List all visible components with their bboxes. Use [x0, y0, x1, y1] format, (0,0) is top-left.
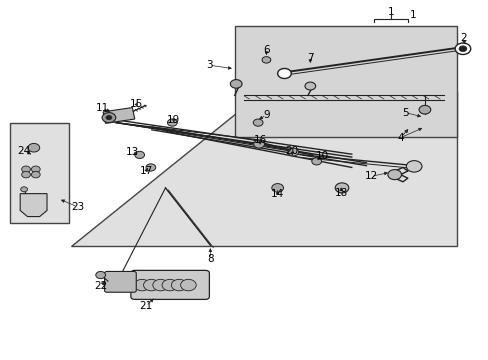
Text: 17: 17	[139, 166, 152, 176]
Circle shape	[21, 166, 30, 172]
Circle shape	[230, 80, 242, 88]
Circle shape	[262, 57, 270, 63]
Circle shape	[96, 271, 105, 279]
Circle shape	[454, 43, 470, 54]
Circle shape	[28, 143, 40, 152]
Circle shape	[387, 170, 401, 180]
Text: 3: 3	[205, 60, 212, 70]
FancyBboxPatch shape	[131, 270, 209, 300]
Text: 11: 11	[95, 103, 108, 113]
Circle shape	[31, 166, 40, 172]
Text: 21: 21	[139, 301, 152, 311]
Circle shape	[20, 187, 27, 192]
Circle shape	[171, 279, 186, 291]
Text: 8: 8	[206, 254, 213, 264]
Circle shape	[135, 151, 144, 158]
Text: 1: 1	[386, 7, 393, 17]
Circle shape	[287, 148, 298, 156]
Polygon shape	[234, 26, 456, 137]
Circle shape	[143, 279, 159, 291]
Circle shape	[305, 82, 315, 90]
Circle shape	[253, 140, 264, 148]
Circle shape	[418, 105, 430, 114]
FancyBboxPatch shape	[10, 123, 69, 223]
Text: 20: 20	[285, 145, 298, 156]
Circle shape	[162, 279, 177, 291]
Text: 15: 15	[129, 99, 142, 109]
Circle shape	[277, 68, 291, 78]
Text: 2: 2	[460, 33, 466, 43]
Text: 22: 22	[94, 281, 107, 291]
Text: 12: 12	[364, 171, 377, 181]
Circle shape	[134, 279, 150, 291]
Polygon shape	[71, 92, 456, 246]
Circle shape	[271, 184, 283, 192]
Text: 1: 1	[408, 10, 415, 20]
Circle shape	[334, 183, 348, 193]
Text: 24: 24	[18, 145, 31, 156]
Circle shape	[458, 46, 466, 51]
Circle shape	[31, 171, 40, 178]
FancyBboxPatch shape	[104, 271, 136, 292]
Text: 10: 10	[315, 150, 328, 161]
Circle shape	[102, 113, 116, 123]
Circle shape	[253, 119, 263, 126]
Polygon shape	[103, 108, 135, 123]
Text: 7: 7	[306, 53, 313, 63]
Circle shape	[21, 171, 30, 178]
Text: 23: 23	[71, 202, 84, 212]
Text: 18: 18	[334, 188, 347, 198]
Circle shape	[406, 161, 421, 172]
Circle shape	[146, 164, 156, 171]
Circle shape	[167, 119, 177, 126]
Circle shape	[153, 279, 168, 291]
Text: 6: 6	[263, 45, 269, 55]
Circle shape	[180, 279, 196, 291]
Text: 16: 16	[253, 135, 266, 145]
Circle shape	[311, 158, 321, 165]
Text: 13: 13	[125, 147, 139, 157]
Text: 4: 4	[396, 133, 403, 143]
Text: 14: 14	[270, 189, 284, 199]
Circle shape	[106, 116, 112, 120]
Polygon shape	[20, 194, 47, 217]
Text: 9: 9	[263, 110, 269, 120]
Text: 5: 5	[401, 108, 408, 118]
Text: 19: 19	[167, 115, 180, 125]
